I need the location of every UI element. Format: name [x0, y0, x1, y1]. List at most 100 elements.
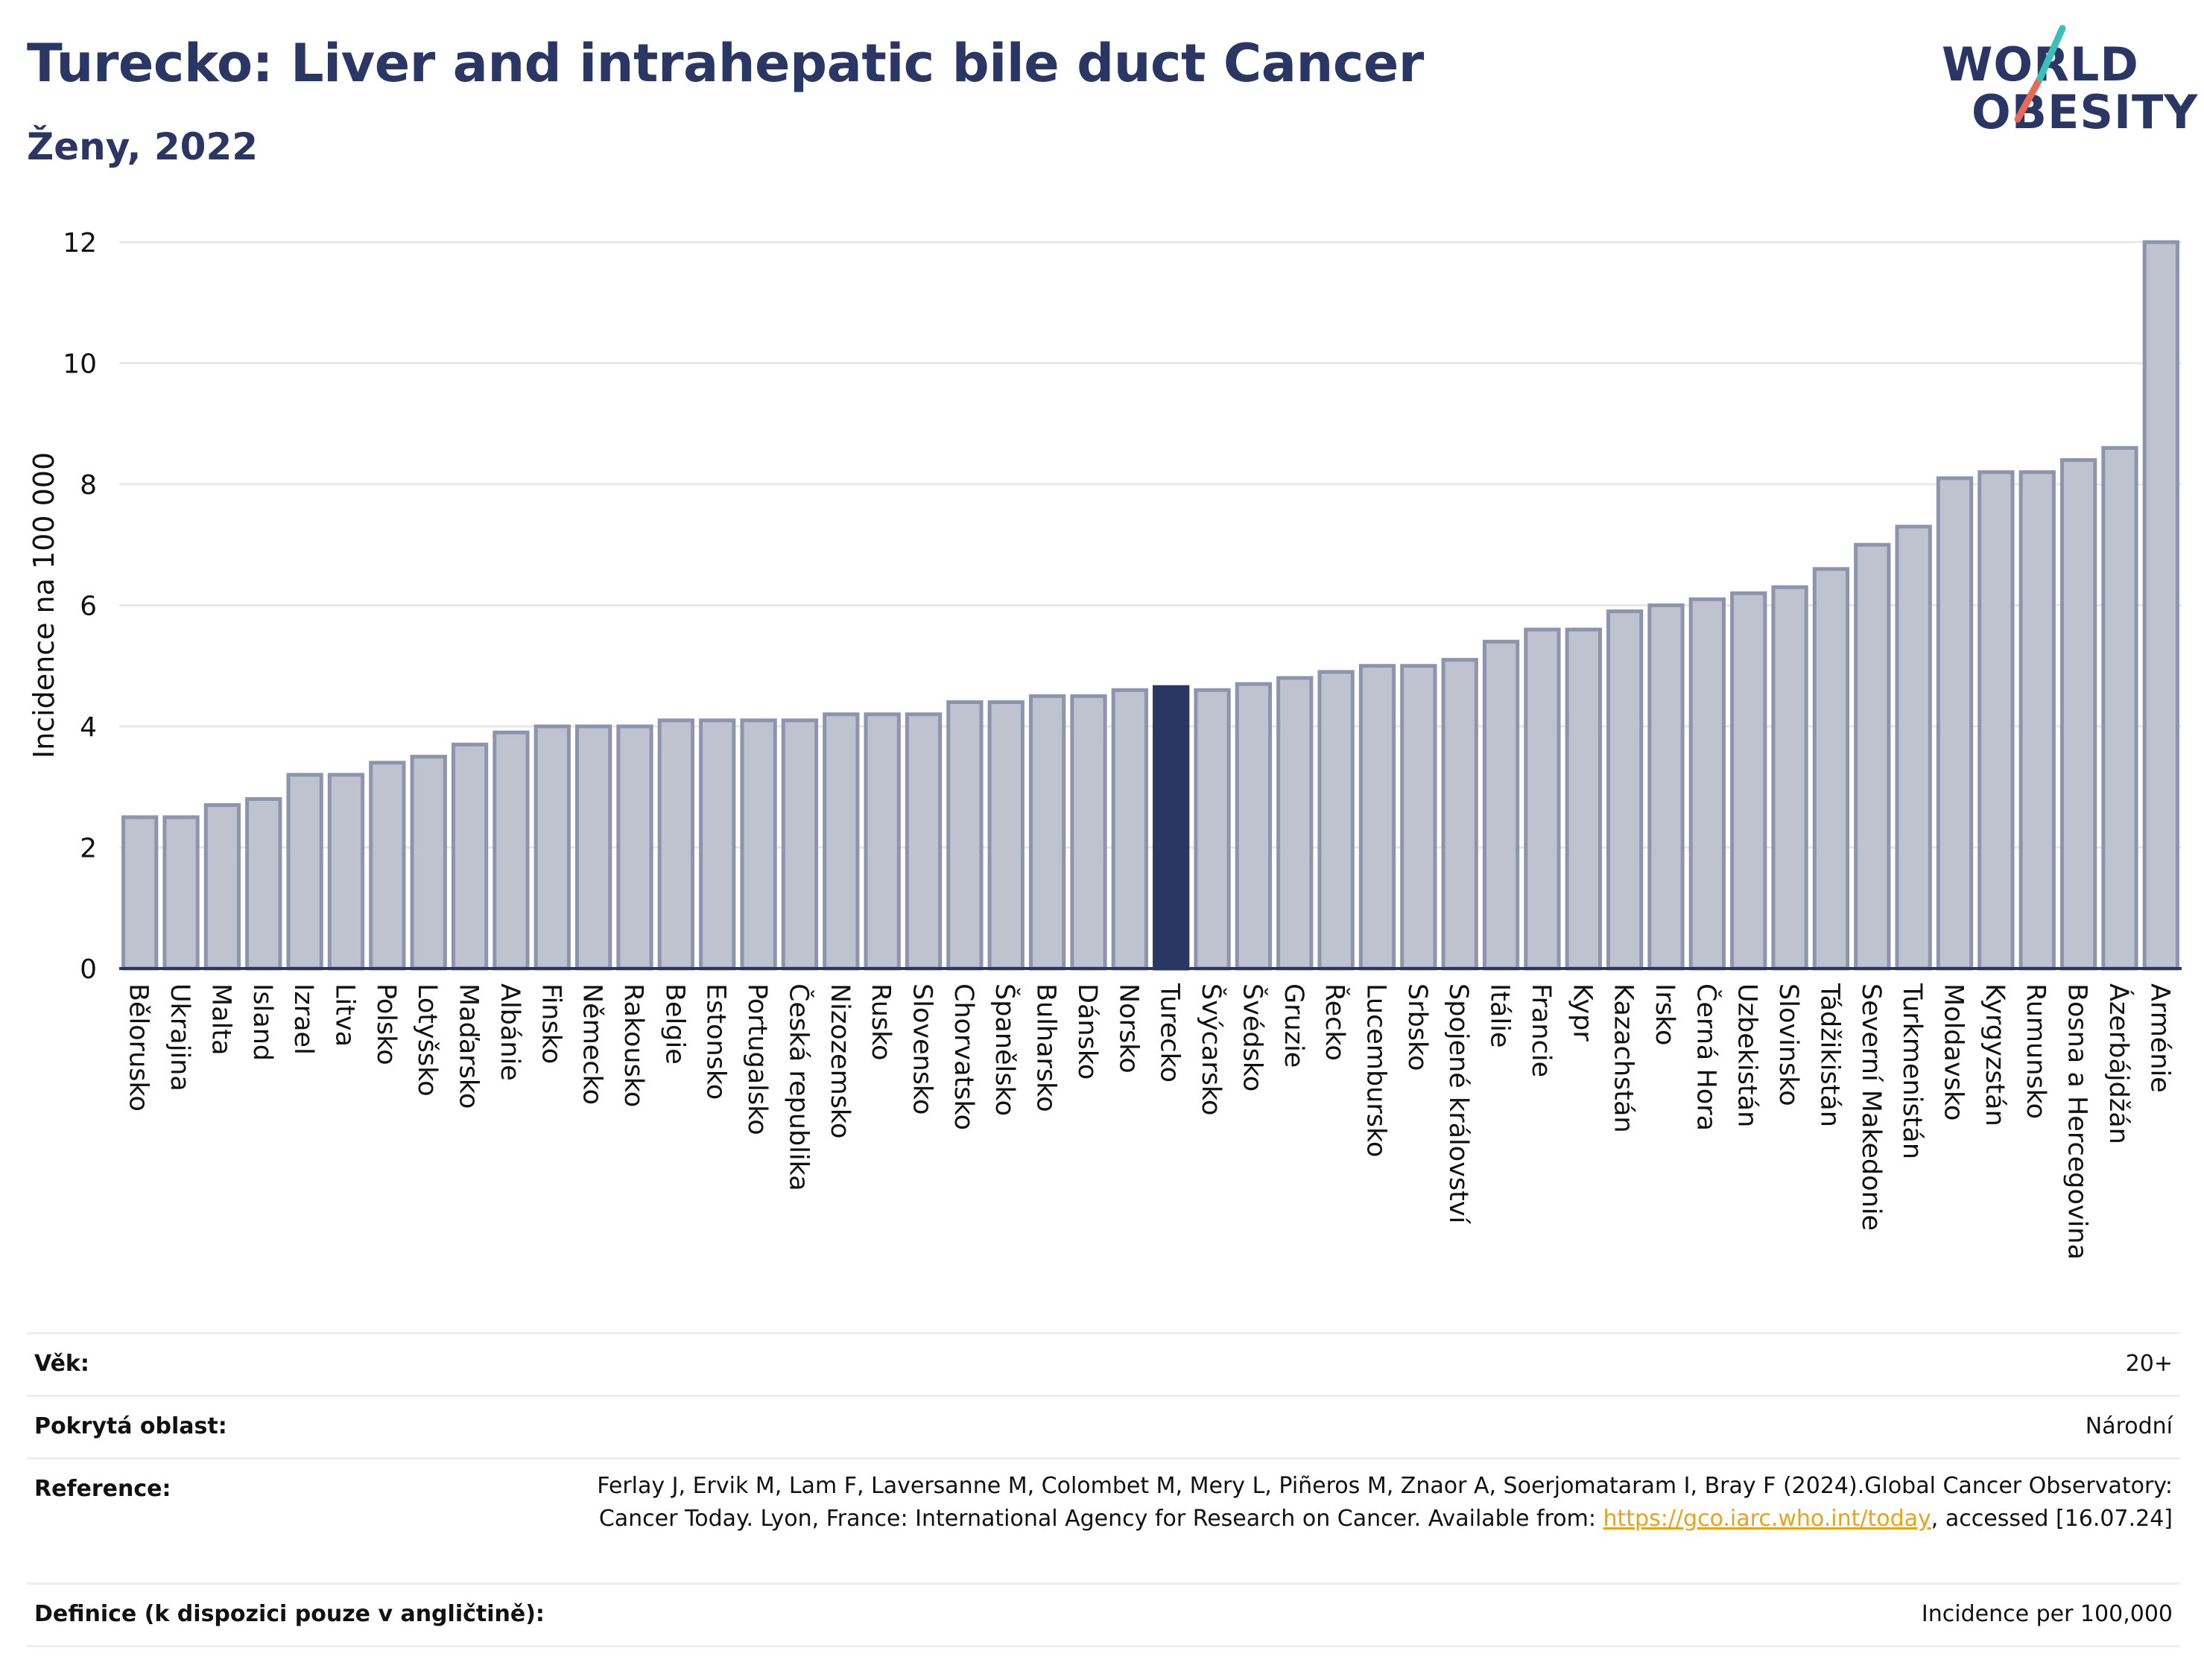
metadata-table: Věk: 20+ Pokrytá oblast: Národní Referen… — [27, 1332, 2180, 1647]
bar[interactable] — [451, 742, 489, 971]
reference-accessed: , accessed [16.07.24] — [1931, 1506, 2173, 1532]
logo-line2: OBESITY — [1972, 85, 2199, 139]
bar[interactable] — [2142, 240, 2179, 971]
bar[interactable] — [533, 724, 571, 971]
x-tick-label: Dánsko — [1072, 983, 1102, 1080]
bar[interactable] — [1070, 694, 1107, 971]
x-tick-label: Malta — [206, 983, 235, 1056]
bar[interactable] — [162, 815, 200, 971]
bar[interactable] — [2059, 458, 2097, 971]
x-tick-label: Srbsko — [1402, 983, 1432, 1071]
bar[interactable] — [369, 761, 406, 971]
x-tick-label: Kyrgyzstán — [1980, 983, 2010, 1126]
bar[interactable] — [657, 718, 695, 971]
y-tick-label: 4 — [80, 712, 97, 743]
bar[interactable] — [410, 755, 447, 971]
x-tick-label: Kypr — [1567, 983, 1597, 1042]
bar[interactable] — [1358, 664, 1396, 971]
bar-highlighted[interactable] — [1153, 685, 1190, 971]
bar[interactable] — [1606, 609, 1644, 971]
logo-slash-icon — [2014, 25, 2066, 123]
x-tick-label: Finsko — [536, 983, 566, 1064]
bar[interactable] — [1524, 627, 1561, 971]
bar[interactable] — [987, 700, 1025, 971]
bar[interactable] — [1111, 688, 1148, 971]
y-tick-label: 0 — [80, 954, 97, 985]
bar[interactable] — [1647, 603, 1685, 971]
x-tick-label: Německo — [577, 983, 607, 1105]
x-tick-label: Polsko — [371, 983, 401, 1065]
bar[interactable] — [946, 700, 984, 971]
bar[interactable] — [1482, 639, 1520, 971]
bar[interactable] — [2018, 470, 2056, 971]
bar[interactable] — [203, 803, 241, 971]
bar[interactable] — [1194, 688, 1231, 971]
x-tick-label: Severní Makedonie — [1856, 983, 1886, 1231]
x-tick-label: Kazachstán — [1609, 983, 1638, 1133]
x-tick-label: Česká republika — [783, 983, 814, 1191]
x-tick-label: Slovensko — [908, 983, 937, 1115]
bar[interactable] — [493, 730, 530, 971]
bar[interactable] — [574, 724, 612, 971]
y-tick-label: 2 — [80, 834, 97, 864]
x-tick-label: Itálie — [1485, 983, 1515, 1047]
bar[interactable] — [1235, 682, 1273, 971]
bar[interactable] — [327, 773, 365, 971]
bar[interactable] — [121, 815, 159, 971]
bar[interactable] — [286, 773, 323, 971]
meta-value: Ferlay J, Ervik M, Lam F, Laversanne M, … — [571, 1470, 2173, 1535]
bar[interactable] — [1977, 470, 2015, 971]
bar[interactable] — [699, 718, 736, 971]
meta-value: Národní — [2085, 1413, 2173, 1439]
bar[interactable] — [1854, 542, 1891, 971]
x-tick-label: Belgie — [659, 983, 689, 1065]
y-tick-label: 10 — [63, 349, 97, 380]
x-tick-label: Turecko — [1155, 983, 1185, 1083]
bar[interactable] — [1812, 567, 1850, 971]
y-tick-label: 8 — [80, 470, 97, 501]
bar[interactable] — [1028, 694, 1066, 971]
bar[interactable] — [905, 712, 943, 971]
bar[interactable] — [864, 712, 901, 971]
meta-value: Incidence per 100,000 — [1921, 1601, 2173, 1627]
meta-row-area: Pokrytá oblast: Národní — [27, 1397, 2180, 1459]
bar[interactable] — [1688, 597, 1726, 971]
x-tick-label: Černá Hora — [1691, 983, 1722, 1131]
x-tick-label: Bosna a Hercegovina — [2062, 983, 2092, 1260]
x-tick-label: Chorvatsko — [949, 983, 978, 1130]
bar[interactable] — [1936, 476, 1974, 971]
x-tick-label: Švédsko — [1237, 983, 1268, 1091]
x-tick-label: Španělsko — [989, 983, 1021, 1116]
bar[interactable] — [740, 718, 777, 971]
bar[interactable] — [616, 724, 653, 971]
meta-key: Reference: — [34, 1476, 171, 1502]
bar[interactable] — [1441, 658, 1478, 971]
world-obesity-logo[interactable]: WORLD OBESITY — [1937, 22, 2197, 164]
bar[interactable] — [1730, 591, 1767, 971]
bar[interactable] — [1276, 676, 1314, 971]
y-tick-label: 12 — [63, 228, 97, 259]
bar[interactable] — [823, 712, 860, 971]
bar[interactable] — [1317, 670, 1355, 971]
bar[interactable] — [245, 797, 282, 971]
x-tick-label: Estonsko — [701, 983, 731, 1100]
x-tick-label: Albánie — [495, 983, 525, 1081]
x-tick-label: Tádžikistán — [1814, 983, 1844, 1127]
bar[interactable] — [1771, 585, 1808, 971]
x-axis-ticks: Bělorusko Ukrajina Malta Island Izrael Litva P… — [124, 983, 2175, 1260]
x-tick-label: Island — [247, 983, 277, 1061]
x-tick-label: Francie — [1526, 983, 1556, 1077]
reference-link[interactable]: https://gco.iarc.who.int/today — [1603, 1506, 1931, 1532]
bar[interactable] — [1400, 664, 1437, 971]
x-tick-label: Bělorusko — [124, 983, 153, 1112]
x-tick-label: Lucembursko — [1361, 983, 1390, 1157]
bar[interactable] — [2101, 446, 2138, 971]
bar[interactable] — [781, 718, 819, 971]
y-axis-label: Incidence na 100 000 — [28, 452, 60, 758]
x-tick-label: Ázerbájdžán — [2103, 983, 2135, 1144]
x-tick-label: Turkmenistán — [1897, 983, 1927, 1159]
bar[interactable] — [1895, 524, 1932, 971]
x-tick-label: Nizozemsko — [825, 983, 855, 1138]
x-tick-label: Irsko — [1650, 983, 1679, 1045]
bar[interactable] — [1565, 627, 1602, 971]
